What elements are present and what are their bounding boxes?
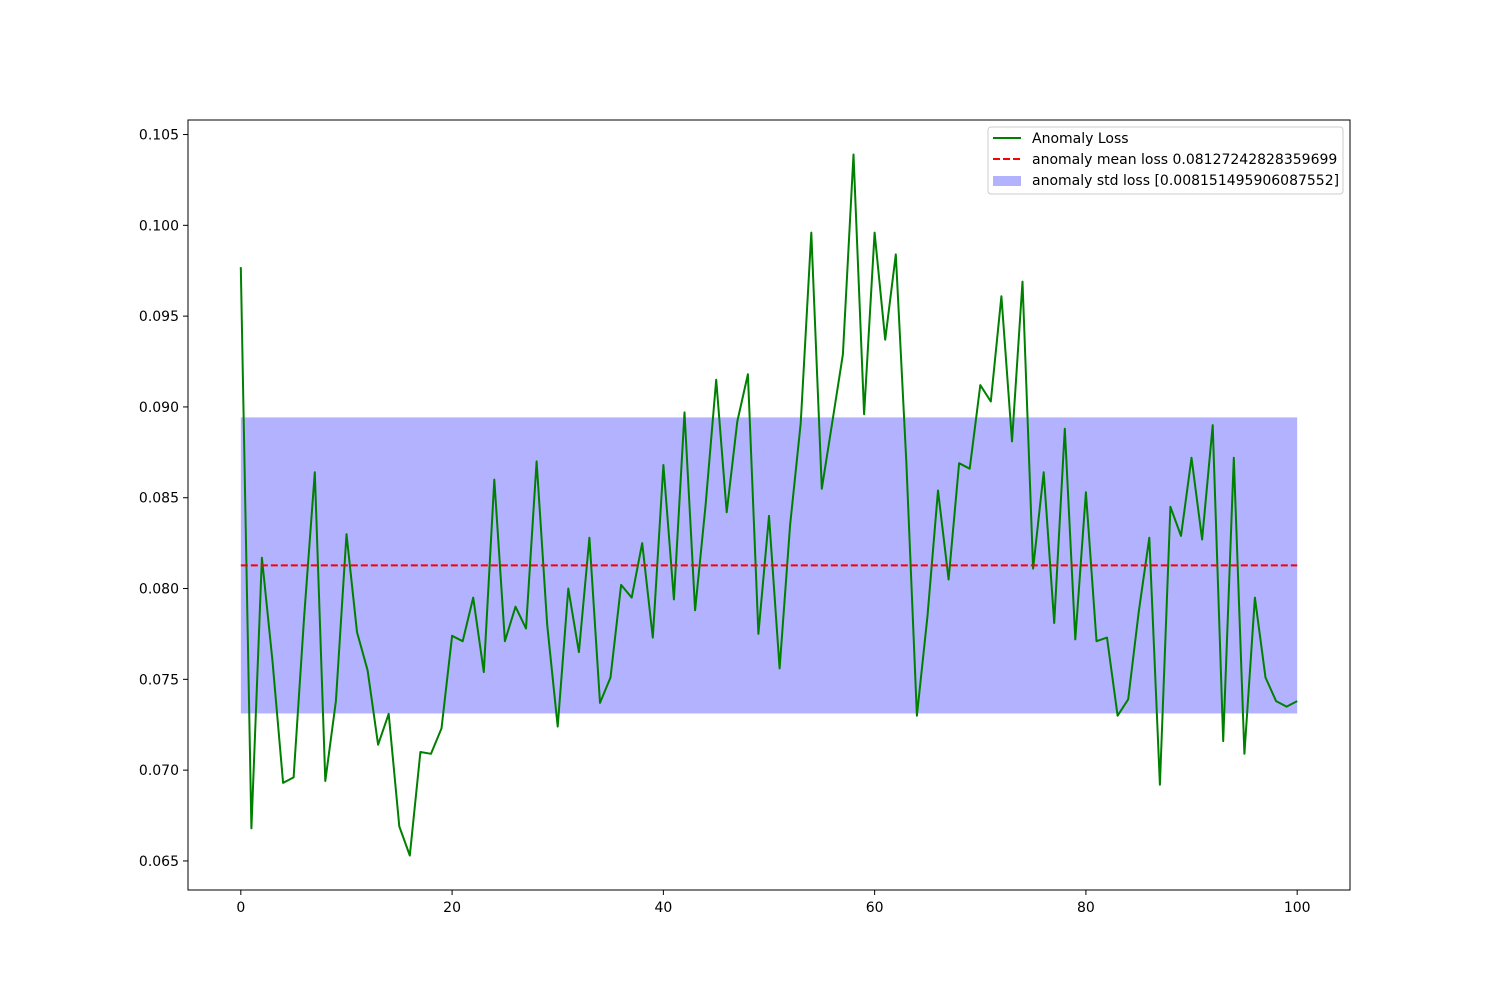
y-tick-label: 0.095 [139,309,179,325]
x-tick-label: 40 [654,900,672,916]
y-tick-label: 0.085 [139,491,179,507]
x-tick-label: 0 [236,900,245,916]
x-tick-label: 20 [443,900,461,916]
x-tick-label: 100 [1284,900,1311,916]
y-tick-label: 0.075 [139,672,179,688]
legend-label-anomaly-loss: Anomaly Loss [1032,131,1129,147]
legend-box [987,126,1344,195]
legend-label-mean-loss: anomaly mean loss 0.08127242828359699 [1032,152,1337,168]
legend: Anomaly Loss anomaly mean loss 0.0812724… [987,126,1344,195]
x-axis: 0 20 40 60 80 100 [236,890,1311,916]
legend-label-std-loss: anomaly std loss [0.008151495906087552] [1032,173,1339,189]
y-tick-label: 0.070 [139,763,179,779]
legend-swatch-std-band [993,176,1021,186]
y-tick-label: 0.080 [139,582,179,598]
plot-area [239,153,1298,857]
y-tick-label: 0.105 [139,128,179,144]
x-tick-label: 80 [1077,900,1095,916]
y-tick-label: 0.100 [139,218,179,234]
y-tick-label: 0.065 [139,854,179,870]
std-band [240,417,1298,714]
y-tick-label: 0.090 [139,400,179,416]
y-axis: 0.065 0.070 0.075 0.080 0.085 0.090 0.095 0.100… [139,128,188,870]
axes-frame [187,119,1351,891]
x-tick-label: 60 [866,900,884,916]
